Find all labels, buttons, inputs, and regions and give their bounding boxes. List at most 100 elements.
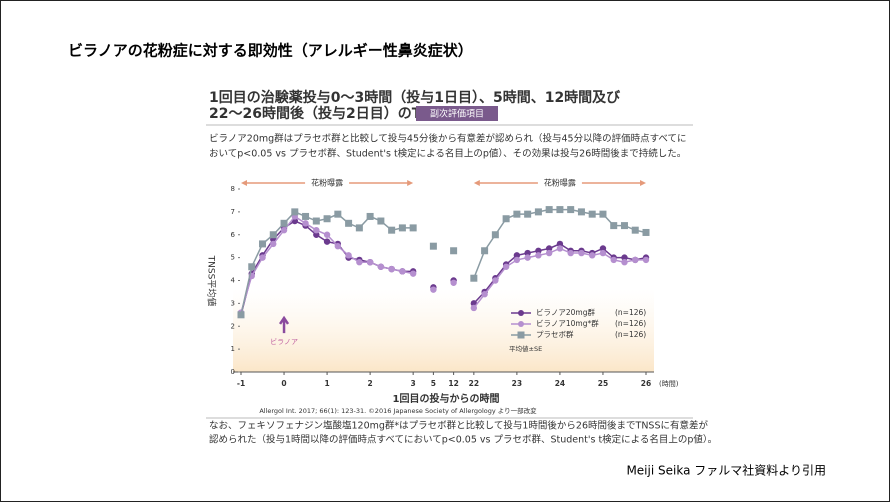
citation: Allergol Int. 2017; 66(1): 123-31. ©2016… bbox=[259, 406, 537, 415]
legend-n: (n=126) bbox=[615, 330, 646, 339]
marker bbox=[588, 210, 596, 218]
marker bbox=[621, 254, 628, 261]
marker bbox=[556, 206, 564, 214]
badge-bg bbox=[416, 106, 498, 121]
footer: Meiji Seika ファルマ社資料より引用 bbox=[626, 463, 826, 478]
y-tick-label: 1 bbox=[231, 345, 235, 353]
marker bbox=[323, 231, 331, 238]
marker bbox=[398, 224, 406, 232]
marker bbox=[450, 279, 457, 286]
y-tick-label: 4 bbox=[231, 277, 236, 285]
marker bbox=[632, 256, 639, 264]
marker bbox=[513, 210, 521, 218]
legend-n: (n=126) bbox=[615, 308, 646, 317]
marker bbox=[313, 226, 320, 234]
marker bbox=[409, 270, 417, 277]
marker bbox=[535, 252, 542, 259]
marker bbox=[356, 259, 363, 266]
marker bbox=[237, 311, 245, 319]
marker bbox=[524, 254, 531, 261]
marker bbox=[599, 210, 607, 218]
x-tick-label: 1 bbox=[324, 379, 329, 388]
marker bbox=[470, 274, 478, 282]
marker bbox=[567, 249, 574, 257]
dose-arrow bbox=[278, 315, 290, 334]
marker bbox=[492, 277, 499, 284]
y-axis-label: TNSS平均値 bbox=[206, 255, 218, 307]
marker bbox=[631, 226, 639, 234]
marker bbox=[502, 215, 510, 223]
x-tick-label: 22 bbox=[469, 379, 479, 388]
y-tick-label: 5 bbox=[231, 254, 235, 262]
marker bbox=[366, 259, 374, 266]
marker bbox=[280, 226, 288, 234]
marker bbox=[599, 245, 607, 252]
x-tick-label: 0 bbox=[281, 379, 286, 388]
marker bbox=[259, 240, 267, 248]
marker bbox=[610, 222, 618, 230]
marker bbox=[491, 231, 499, 239]
footnote: なお、フェキソフェナジン塩酸塩120mg群*はプラセボ群と比較して投与1時間後か… bbox=[209, 420, 708, 432]
marker bbox=[248, 263, 256, 271]
y-tick-label: 0 bbox=[231, 368, 235, 376]
x-tick-label: 5 bbox=[431, 379, 436, 388]
marker bbox=[323, 238, 331, 245]
y-tick-label: 3 bbox=[231, 299, 235, 307]
annotation: ビラノア bbox=[270, 337, 298, 346]
marker bbox=[610, 256, 617, 264]
stat-note: 平均値±SE bbox=[509, 344, 542, 353]
marker bbox=[524, 249, 531, 257]
exposure-label: 花粉曝露 bbox=[544, 178, 576, 188]
marker bbox=[545, 245, 553, 252]
marker bbox=[377, 263, 385, 270]
y-tick-label: 6 bbox=[231, 231, 236, 239]
badge: 副次評価項目 bbox=[430, 108, 484, 120]
legend-label: ビラノア10mg*群 bbox=[536, 318, 599, 328]
description: ビラノア20mg群はプラセボ群と比較して投与45分後から有意差が認められ（投与4… bbox=[209, 133, 687, 145]
y-tick-label: 2 bbox=[231, 322, 235, 330]
x-unit: (時間) bbox=[659, 380, 679, 388]
marker bbox=[429, 242, 437, 250]
marker bbox=[621, 259, 628, 266]
x-tick-label: 2 bbox=[368, 379, 373, 388]
description: おいてp<0.05 vs プラセボ群、Student's t検定による名目上のp… bbox=[209, 148, 686, 160]
footnote: 認められた（投与1時間以降の評価時点すべてにおいてp<0.05 vs プラセボ群… bbox=[209, 434, 717, 446]
marker bbox=[259, 254, 266, 261]
exposure-bg bbox=[233, 289, 654, 372]
marker bbox=[513, 252, 521, 259]
legend-label: プラセボ群 bbox=[536, 329, 574, 339]
x-axis-label: 1回目の投与からの時間 bbox=[393, 392, 500, 405]
marker bbox=[430, 286, 437, 293]
chart-title: 1回目の治験薬投与0〜3時間（投与1日目）、5時間、12時間及び bbox=[209, 89, 621, 106]
marker bbox=[291, 208, 299, 216]
marker bbox=[545, 206, 553, 214]
marker bbox=[388, 265, 395, 273]
marker bbox=[270, 240, 277, 248]
marker bbox=[513, 256, 521, 264]
marker bbox=[323, 215, 331, 223]
marker bbox=[535, 247, 542, 254]
legend-marker bbox=[517, 331, 525, 339]
marker bbox=[502, 263, 510, 270]
legend-marker bbox=[518, 310, 524, 316]
slide-title: ビラノアの花粉症に対する即効性（アレルギー性鼻炎症状） bbox=[68, 42, 473, 60]
marker bbox=[567, 206, 575, 214]
marker bbox=[302, 220, 309, 227]
marker bbox=[366, 212, 374, 220]
marker bbox=[450, 247, 458, 255]
legend-label: ビラノア20mg群 bbox=[536, 307, 595, 317]
exposure-label: 花粉曝露 bbox=[311, 178, 343, 188]
marker bbox=[399, 268, 406, 275]
legend-n: (n=126) bbox=[615, 319, 646, 328]
marker bbox=[642, 256, 650, 264]
y-tick-label: 7 bbox=[231, 208, 235, 216]
x-tick-label: 3 bbox=[411, 379, 416, 388]
marker bbox=[589, 252, 596, 259]
legend-marker bbox=[518, 321, 524, 327]
marker bbox=[312, 217, 320, 225]
marker bbox=[345, 219, 353, 227]
marker bbox=[642, 228, 650, 236]
marker bbox=[334, 210, 342, 218]
x-tick-label: 12 bbox=[448, 379, 458, 388]
